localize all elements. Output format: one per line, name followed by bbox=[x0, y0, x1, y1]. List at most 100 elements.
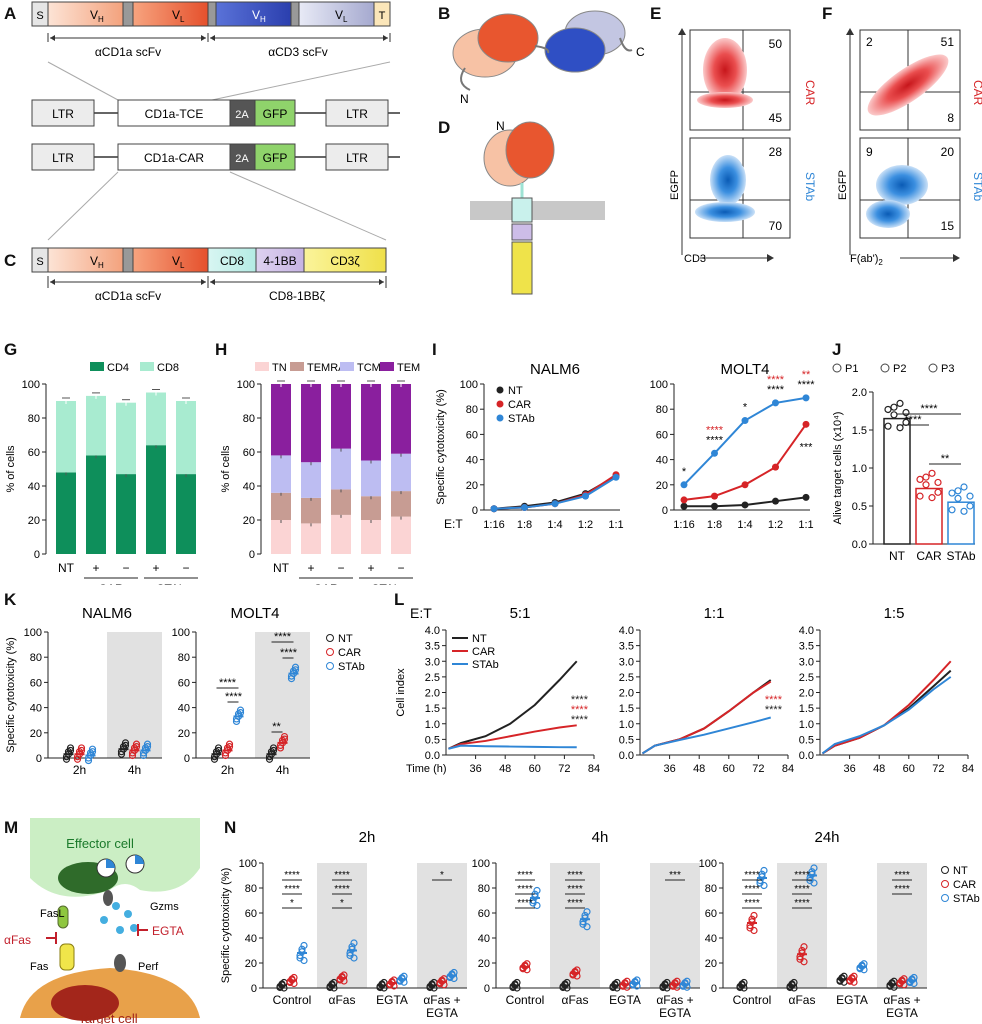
k-sig: **** bbox=[280, 647, 298, 659]
m-afas: αFas bbox=[4, 933, 31, 947]
l-x-tick-label: 60 bbox=[723, 763, 735, 775]
k1-y-tick-label: 60 bbox=[178, 677, 190, 689]
k-point-STAb bbox=[236, 706, 245, 714]
i-x-tick-label: 1:1 bbox=[608, 519, 623, 531]
svgH-bar-TEMRA bbox=[301, 497, 321, 524]
l-x-tick-label: 36 bbox=[663, 763, 675, 775]
k-legend-label: CAR bbox=[338, 647, 361, 659]
n-x-label: αFas + bbox=[656, 993, 693, 1007]
e-stab-ur: 28 bbox=[769, 145, 783, 159]
svgG-legend-label: CD4 bbox=[107, 362, 129, 374]
svgH-bar-TCM bbox=[391, 453, 411, 492]
n-sig: **** bbox=[567, 884, 583, 895]
i-point-STAb bbox=[741, 417, 749, 425]
j-sig: ** bbox=[941, 453, 950, 465]
svgH-bar-TN bbox=[331, 514, 351, 554]
l2-y-tick-label: 3.5 bbox=[799, 641, 814, 653]
n-shade bbox=[417, 863, 467, 988]
l-x-tick-label: 48 bbox=[499, 763, 511, 775]
n2-y-tick-label: 60 bbox=[705, 908, 717, 920]
tag-label: T bbox=[379, 10, 386, 22]
f-xlabel: F(ab')2 bbox=[850, 253, 883, 267]
n-shade bbox=[877, 863, 927, 988]
e-car-ur: 50 bbox=[769, 37, 783, 51]
l0-y-label: Cell index bbox=[395, 668, 407, 717]
svgG-bar-CD4 bbox=[146, 445, 166, 554]
chart-n: 0 20 40 60 80 100 Specific cytotoxicity (%) 2h C… bbox=[220, 829, 980, 1020]
m-fas: Fas bbox=[30, 961, 49, 973]
svgG-y-tick-label: 40 bbox=[28, 481, 40, 493]
m-gzms: Gzms bbox=[150, 901, 179, 913]
svgG-x-label: − bbox=[122, 561, 129, 575]
f-stab-lr: 15 bbox=[941, 219, 955, 233]
i-point-STAb bbox=[711, 449, 718, 457]
vh-cd1a-box bbox=[47, 1, 124, 27]
n-point-STAb bbox=[350, 954, 358, 962]
linker-box bbox=[290, 1, 300, 27]
svgG-legend-label: CD8 bbox=[157, 362, 179, 374]
n-title: 24h bbox=[814, 829, 839, 846]
n-sig: * bbox=[340, 898, 344, 909]
chart-i: 0 20 40 60 80 100 Specific cytotoxicity (%) NAL… bbox=[435, 361, 815, 531]
i0-y-tick-label: 0 bbox=[472, 505, 478, 517]
k1-y-tick-label: 0 bbox=[184, 753, 190, 765]
i0-y-tick-label: 60 bbox=[466, 429, 478, 441]
i-x-tick-label: 1:16 bbox=[483, 519, 504, 531]
l0-y-tick-label: 3.5 bbox=[425, 641, 440, 653]
l-x-tick-label: 36 bbox=[843, 763, 855, 775]
i-x-tick-label: 1:8 bbox=[517, 519, 532, 531]
l-line-CAR bbox=[641, 680, 772, 755]
svgG-y-tick-label: 100 bbox=[22, 379, 40, 391]
panel-label-f: F bbox=[822, 4, 833, 23]
svgG-x-label: + bbox=[92, 561, 99, 575]
l0-y-tick-label: 4.0 bbox=[425, 625, 440, 637]
e-xlabel: CD3 bbox=[684, 253, 706, 265]
n-x-label: Control bbox=[506, 993, 545, 1007]
k0-y-label: Specific cytotoxicity (%) bbox=[5, 637, 17, 753]
n-point-STAb bbox=[348, 945, 356, 953]
panel-b-tandem-scfv: N C bbox=[452, 10, 645, 106]
car-gfp: GFP bbox=[263, 151, 288, 165]
i-title: MOLT4 bbox=[721, 361, 770, 378]
chart-h: 0 20 40 60 80 100 % of cells NT + − + − CAR STAb TN TEM… bbox=[220, 362, 420, 585]
n-x-label: αFas + bbox=[423, 993, 460, 1007]
svgH-bar-TN bbox=[271, 520, 291, 554]
i-x-tick-label: 1:1 bbox=[798, 519, 813, 531]
n2-y-tick-label: 80 bbox=[705, 883, 717, 895]
j-legend-swatch bbox=[928, 363, 938, 373]
svgH-legend-label: TEM bbox=[397, 362, 420, 374]
svgH-y-tick-label: 80 bbox=[243, 413, 255, 425]
i0-y-label: Specific cytotoxicity (%) bbox=[435, 389, 447, 505]
i-sig-black: **** bbox=[797, 379, 815, 391]
k-x-label: 2h bbox=[73, 763, 86, 777]
i-legend-label: NT bbox=[508, 385, 523, 397]
bb-label: 4-1BB bbox=[263, 254, 296, 268]
n-point-STAb bbox=[760, 881, 768, 890]
l2-y-tick-label: 1.5 bbox=[799, 703, 814, 715]
e-car-tag: CAR bbox=[803, 80, 817, 106]
vl-label: VL bbox=[335, 8, 348, 24]
i-legend-label: STAb bbox=[508, 413, 535, 425]
n-point-STAb bbox=[350, 939, 358, 947]
n-point-STAb bbox=[581, 914, 589, 922]
l1-y-tick-label: 0.5 bbox=[619, 734, 634, 746]
car-ltr-left: LTR bbox=[52, 151, 74, 165]
n-sig: **** bbox=[517, 884, 533, 895]
svgH-legend-swatch bbox=[255, 362, 269, 371]
l1-y-tick-label: 1.5 bbox=[619, 703, 634, 715]
i-point-CAR bbox=[680, 496, 688, 504]
l2-y-tick-label: 2.5 bbox=[799, 672, 814, 684]
svgG-x-label: NT bbox=[58, 561, 75, 575]
vl-label: VL bbox=[172, 8, 185, 24]
c-signal-label: S bbox=[36, 256, 43, 268]
j-point bbox=[934, 478, 942, 487]
panel-label-d: D bbox=[438, 118, 451, 137]
k-x-label: 4h bbox=[128, 763, 141, 777]
svgH-y-tick-label: 0 bbox=[249, 549, 255, 561]
k-legend-swatch bbox=[326, 662, 334, 670]
panel-label-m: M bbox=[4, 818, 19, 837]
k-shade bbox=[107, 632, 162, 758]
i-sig-red: **** bbox=[706, 424, 724, 436]
svgH-y-tick-label: 100 bbox=[237, 379, 255, 391]
tce-gfp: GFP bbox=[263, 107, 288, 121]
